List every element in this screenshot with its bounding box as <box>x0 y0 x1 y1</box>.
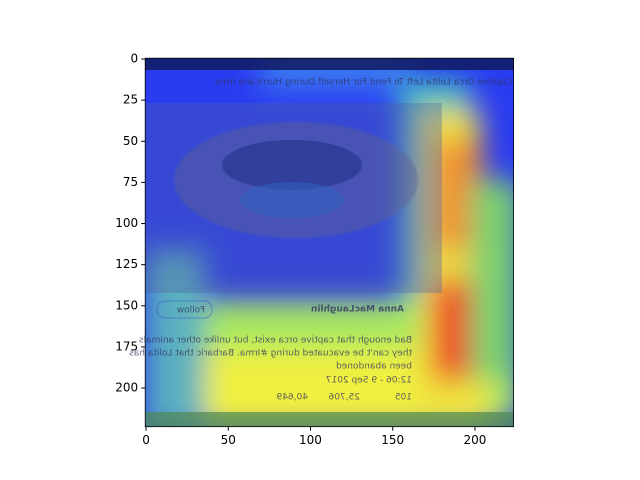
y-tick-label: 150 <box>115 298 138 312</box>
image-text: 40,649 <box>276 393 308 403</box>
x-tick-label: 100 <box>299 433 322 447</box>
y-tick-label: 100 <box>115 216 138 230</box>
y-tick-label: 25 <box>123 93 138 107</box>
y-tick-label: 50 <box>123 134 138 148</box>
x-tick-label: 0 <box>142 433 150 447</box>
image-text: 12:06 - 9 Sep 2017 <box>326 376 412 386</box>
x-tick-label: 150 <box>381 433 404 447</box>
image-text: 105 <box>395 393 412 403</box>
screenshot-content <box>145 103 442 319</box>
x-tick-label: 200 <box>463 433 486 447</box>
image-text: they can't be evacuated during #Irma. Ba… <box>129 349 412 359</box>
y-tick-label: 175 <box>115 339 138 353</box>
image-text: Follow <box>177 306 205 316</box>
y-tick-label: 75 <box>123 175 138 189</box>
image-text: 25,706 <box>328 393 360 403</box>
image-text: been abandoned <box>336 362 412 372</box>
image-text: Anna MacLaughlin <box>311 305 404 315</box>
y-tick-label: 200 <box>115 381 138 395</box>
heatmap-image <box>145 58 514 427</box>
image-text: Captive Orca Lolita Left To Fend For Her… <box>215 78 512 88</box>
x-tick-label: 50 <box>221 433 236 447</box>
image-text: Bad enough that captive orca exist, but … <box>139 336 412 346</box>
y-tick-label: 0 <box>131 52 139 66</box>
plot-frame <box>144 57 514 428</box>
y-tick-label: 125 <box>115 257 138 271</box>
